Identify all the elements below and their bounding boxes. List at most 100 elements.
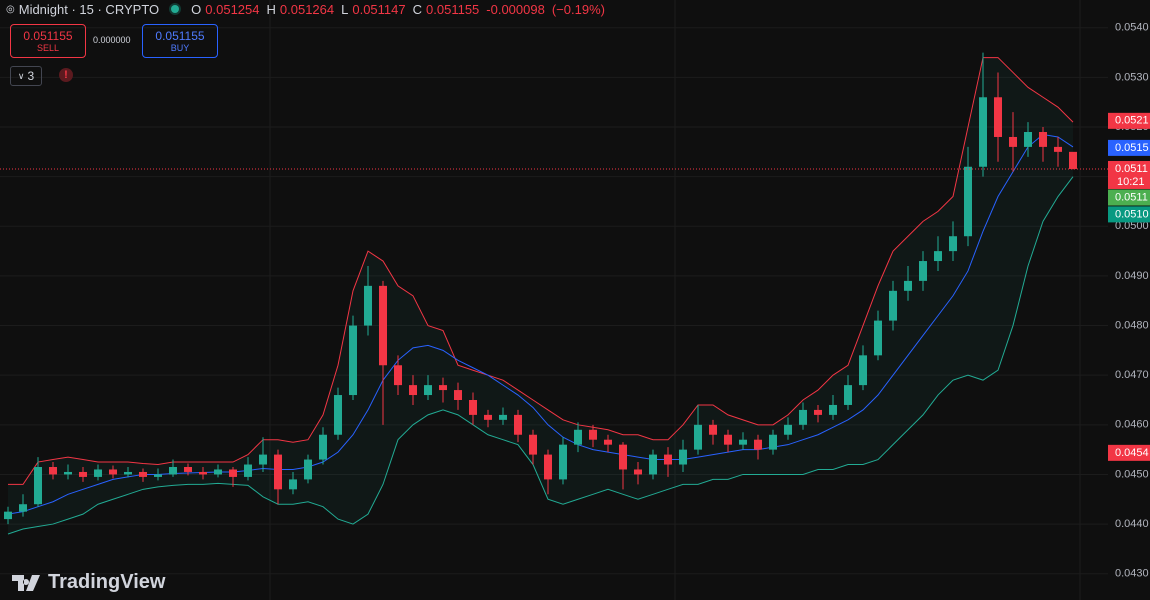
status-dot — [171, 5, 180, 13]
candle-body — [994, 97, 1002, 137]
price-axis: 0.05400.05300.05200.05100.05000.04900.04… — [1108, 0, 1150, 600]
candle-body — [589, 429, 597, 440]
candle-body — [739, 439, 747, 445]
candle-body — [319, 434, 327, 460]
candle-body — [34, 466, 42, 505]
candle-body — [379, 285, 387, 366]
indicators-toggle[interactable]: ∨ 3 — [10, 66, 42, 86]
candle-body — [244, 464, 252, 477]
price-label: 0.0511 — [1115, 191, 1148, 203]
logo-text: TradingView — [48, 571, 166, 593]
candle-body — [49, 466, 57, 475]
candle-body — [979, 97, 987, 167]
legend: ◎ Midnight · 15 · CRYPTO O 0.051254 H 0.05… — [6, 0, 608, 18]
candle-body — [1024, 132, 1032, 147]
c-value: 0.051155 — [426, 1, 480, 17]
y-tick-label: 0.0470 — [1115, 369, 1149, 381]
candle-body — [364, 285, 372, 326]
y-tick-label: 0.0490 — [1115, 270, 1149, 282]
y-tick-label: 0.0450 — [1115, 468, 1149, 480]
price-label: 0.0511 — [1115, 163, 1148, 175]
candle-body — [454, 390, 462, 400]
spread: 0.000000 — [93, 35, 131, 45]
band-middle — [7, 133, 1074, 515]
candle-body — [1054, 146, 1062, 152]
candle-body — [784, 424, 792, 435]
y-tick-label: 0.0530 — [1115, 71, 1149, 83]
y-tick-label: 0.0440 — [1115, 518, 1149, 530]
price-label: 0.0521 — [1115, 115, 1149, 127]
price-label-box — [1108, 189, 1150, 206]
buy-price: 0.051155 — [155, 29, 205, 43]
candle-body — [889, 290, 897, 321]
y-tick-label: 0.0460 — [1115, 419, 1149, 431]
candle-body — [619, 444, 627, 470]
candle-body — [154, 474, 162, 477]
change: -0.000098 — [486, 1, 545, 17]
candle-body — [829, 404, 837, 415]
y-tick-label: 0.0540 — [1115, 22, 1149, 34]
candle-body — [409, 385, 417, 396]
candle-body — [859, 355, 867, 386]
l-label: L — [341, 1, 349, 17]
candle-body — [964, 166, 972, 237]
y-tick-label: 0.0430 — [1115, 568, 1149, 580]
l-value: 0.051147 — [352, 1, 406, 17]
logo: TradingView — [12, 571, 165, 594]
candle-body — [874, 320, 882, 356]
candle-body — [544, 454, 552, 480]
buy-label: BUY — [170, 43, 190, 53]
band-lower — [7, 176, 1074, 535]
candle-body — [529, 434, 537, 455]
candle-body — [214, 469, 222, 475]
candle-body — [709, 424, 717, 435]
symbol-icon: ◎ — [6, 3, 15, 15]
candle-body — [184, 466, 192, 472]
c-label: C — [412, 1, 423, 17]
candle-body — [304, 459, 312, 480]
candle-body — [199, 471, 207, 475]
h-value: 0.051264 — [279, 1, 335, 17]
candle-body — [1039, 132, 1047, 147]
candle-body — [394, 365, 402, 386]
price-label: 0.0515 — [1115, 142, 1149, 154]
buy-button[interactable]: 0.051155 BUY — [142, 24, 218, 58]
indicator-count: 3 — [27, 69, 35, 83]
candle-body — [64, 471, 72, 475]
grid — [0, 27, 1108, 575]
candle-body — [109, 469, 117, 475]
candle-body — [349, 325, 357, 396]
logo-mark — [12, 574, 40, 591]
change-pct: (−0.19%) — [551, 1, 605, 17]
candle-body — [919, 261, 927, 281]
candle-body — [484, 414, 492, 420]
candle-body — [754, 439, 762, 450]
candle-body — [469, 400, 477, 415]
chevron: ∨ — [17, 70, 25, 81]
candle-body — [1009, 136, 1017, 147]
price-label-box — [1108, 160, 1150, 189]
candle-body — [19, 504, 27, 512]
candle-body — [559, 444, 567, 480]
candle-body — [634, 469, 642, 475]
candle-body — [694, 424, 702, 450]
price-label-box — [1108, 444, 1150, 461]
candles — [0, 52, 1108, 525]
candle-body — [649, 454, 657, 475]
warning-icon[interactable]: ! — [59, 68, 73, 82]
candle-body — [139, 471, 147, 477]
sell-button[interactable]: 0.051155 SELL — [10, 24, 86, 58]
candle-body — [724, 434, 732, 445]
candle-body — [439, 385, 447, 391]
candle-body — [604, 439, 612, 445]
o-label: O — [191, 1, 202, 17]
band-upper — [8, 57, 1074, 485]
o-value: 0.051254 — [205, 1, 260, 17]
candle-body — [814, 409, 822, 415]
candle-body — [169, 466, 177, 475]
h-label: H — [266, 1, 276, 17]
candle-body — [844, 385, 852, 405]
candle-body — [94, 469, 102, 477]
